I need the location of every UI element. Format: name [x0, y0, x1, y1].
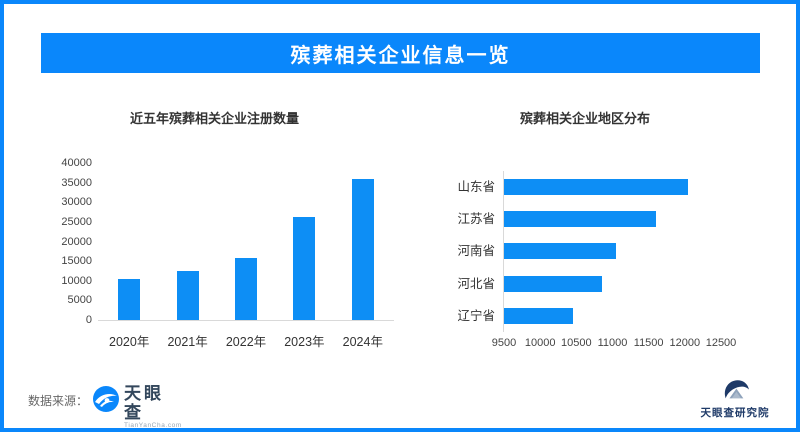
left-chart-xtick-2020年: 2020年 [109, 335, 150, 349]
left-chart-ytick-10000: 10000 [61, 274, 92, 287]
right-chart-category-辽宁省: 辽宁省 [457, 308, 495, 323]
right-chart-category-江苏省: 江苏省 [457, 212, 495, 227]
left-chart-bar-2021年 [176, 271, 199, 320]
left-chart-ytick-40000: 40000 [61, 157, 92, 169]
left-chart-bar-2023年 [293, 217, 316, 320]
page-title: 殡葬相关企业信息一览 [290, 44, 511, 67]
left-chart-xtick-2024年: 2024年 [342, 335, 383, 349]
left-chart-title: 近五年殡葬相关企业注册数量 [130, 111, 300, 126]
data-source-label: 数据来源： [28, 394, 89, 408]
left-chart-xtick-2021年: 2021年 [167, 335, 208, 349]
tianyancha-logo-text: 天眼查 [124, 384, 164, 422]
left-chart-x-axis-line [98, 320, 394, 321]
research-institute-logo: 天眼查研究院 [697, 377, 773, 420]
tyc-research-text: 天眼查研究院 [700, 407, 770, 419]
region-distribution-bar-chart: 殡葬相关企业地区分布 山东省江苏省河南省河北省辽宁省 9500 10000 10500… [440, 100, 780, 360]
tianyancha-wordmark: 天眼查 TianYanCha.com [124, 384, 182, 430]
right-chart-xtick-12000: 12000 [669, 337, 701, 349]
left-chart-bar-2022年 [235, 257, 257, 320]
tianyancha-logo-icon [93, 386, 119, 412]
left-chart-ytick-35000: 35000 [61, 176, 92, 189]
registrations-bar-chart: 近五年殡葬相关企业注册数量 40000 35000 30000 25000 20000 1… [60, 100, 420, 360]
left-chart-ytick-20000: 20000 [61, 235, 92, 248]
right-chart-category-河北省: 河北省 [457, 276, 495, 291]
right-chart-y-axis-line [503, 171, 504, 332]
left-chart-ytick-0: 0 [85, 314, 92, 326]
right-chart-xtick-9500: 9500 [491, 337, 517, 349]
left-chart-ytick-5000: 5000 [67, 294, 92, 307]
right-chart-category-山东省: 山东省 [457, 180, 495, 194]
right-chart-bar-江苏省 [504, 211, 656, 228]
right-chart-title: 殡葬相关企业地区分布 [520, 111, 651, 126]
right-chart-xtick-12500: 12500 [705, 337, 737, 349]
right-chart-bar-辽宁省 [504, 307, 573, 324]
left-chart-bar-2020年 [118, 278, 141, 320]
right-chart-category-河南省: 河南省 [457, 244, 495, 259]
right-chart-xtick-10500: 10500 [561, 337, 592, 349]
left-chart-ytick-15000: 15000 [61, 255, 92, 268]
header-banner: 殡葬相关企业信息一览 [41, 33, 760, 73]
right-chart-bar-山东省 [504, 179, 689, 195]
tianyancha-logo-subtext: TianYanCha.com [124, 422, 182, 429]
left-chart-xtick-2022年: 2022年 [225, 335, 267, 349]
left-chart-xtick-2023年: 2023年 [284, 335, 325, 349]
right-chart-xtick-11500: 11500 [633, 337, 664, 349]
left-chart-bar-2024年 [351, 179, 374, 320]
right-chart-bar-河南省 [504, 243, 617, 260]
right-chart-xtick-11000: 11000 [597, 337, 628, 349]
left-chart-ytick-25000: 25000 [61, 215, 92, 228]
left-chart-ytick-30000: 30000 [61, 196, 92, 209]
tyc-research-icon [724, 380, 749, 399]
right-chart-bar-河北省 [504, 275, 602, 292]
right-chart-xtick-10000: 10000 [524, 337, 556, 349]
